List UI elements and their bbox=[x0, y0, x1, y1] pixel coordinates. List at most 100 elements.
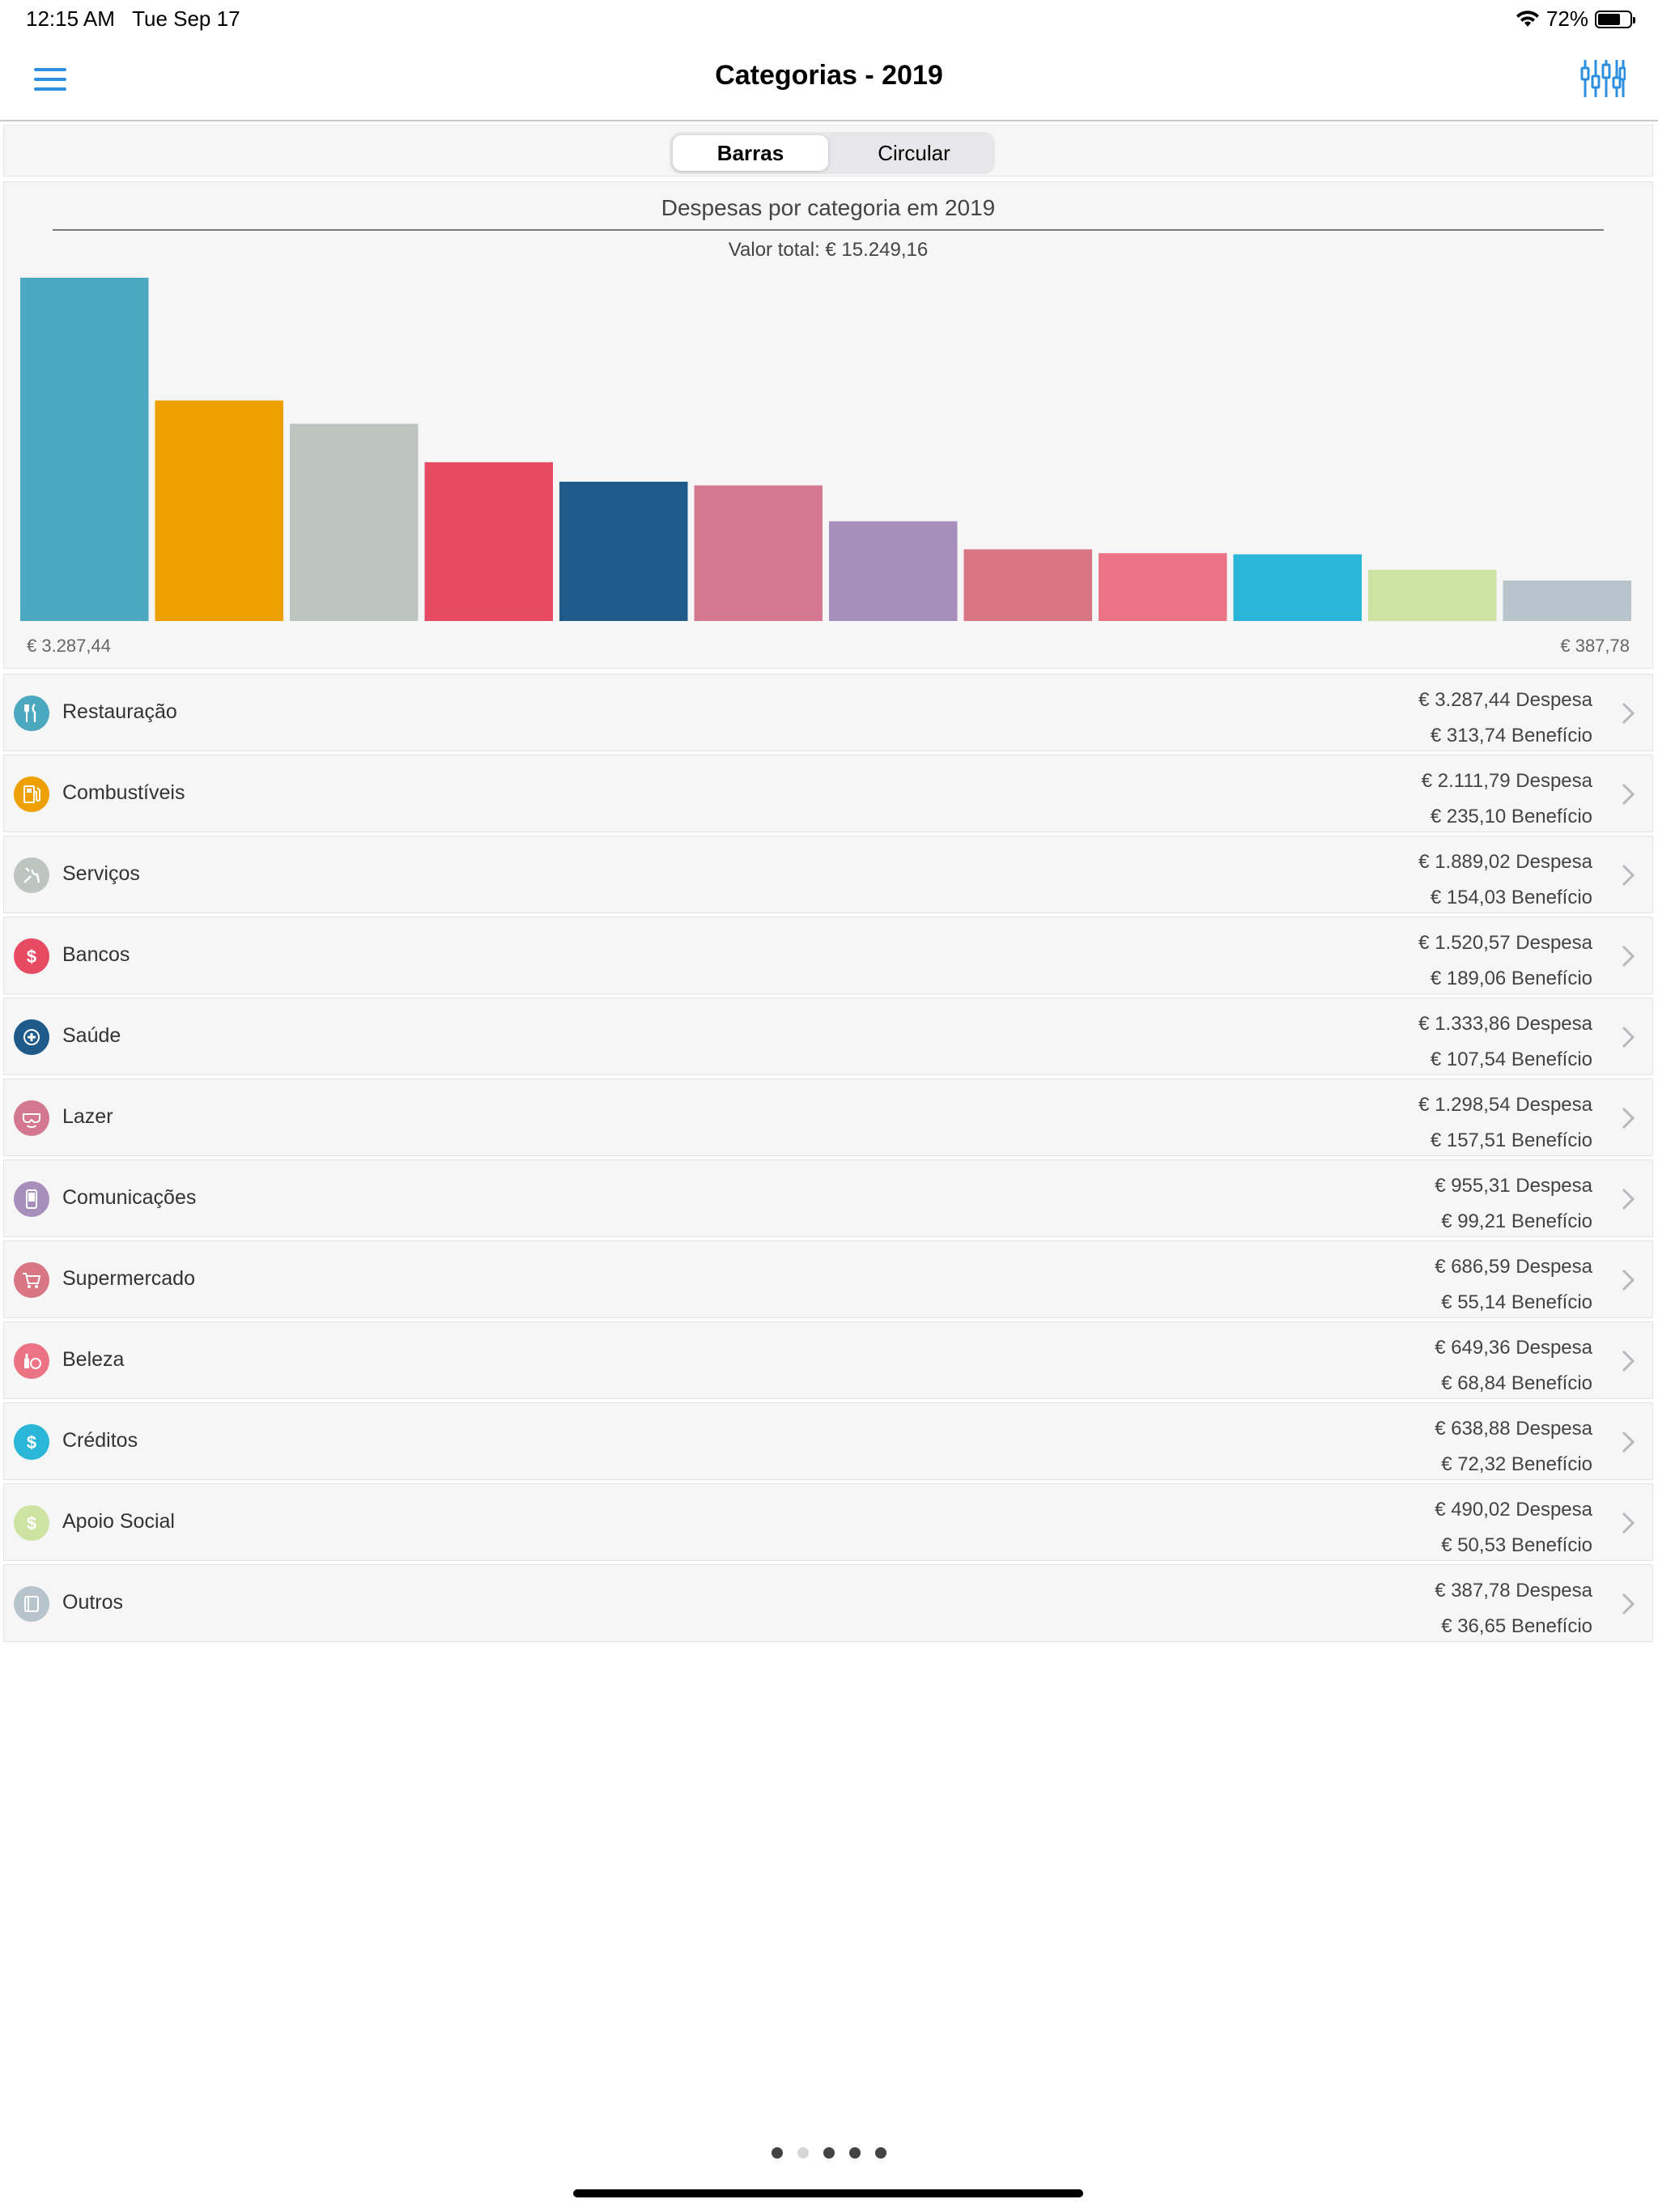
category-expense: € 490,02 Despesa bbox=[1435, 1499, 1592, 1521]
bar-beleza[interactable] bbox=[1099, 553, 1227, 621]
category-expense: € 955,31 Despesa bbox=[1435, 1175, 1592, 1197]
category-row-restauracao[interactable]: Restauração € 3.287,44 Despesa € 313,74 Be… bbox=[3, 674, 1653, 751]
status-right: 72% bbox=[1516, 6, 1635, 32]
category-expense: € 387,78 Despesa bbox=[1435, 1580, 1592, 1602]
chevron-right-icon bbox=[1622, 1188, 1635, 1210]
category-expense: € 1.520,57 Despesa bbox=[1418, 932, 1592, 954]
page-dot[interactable] bbox=[875, 2147, 886, 2159]
category-benefit: € 189,06 Benefício bbox=[1430, 968, 1592, 989]
bar-lazer[interactable] bbox=[694, 485, 823, 621]
chevron-right-icon bbox=[1622, 1350, 1635, 1372]
chart-title: Despesas por categoria em 2019 bbox=[661, 195, 996, 220]
category-expense: € 1.298,54 Despesa bbox=[1418, 1094, 1592, 1116]
filter-sliders-icon[interactable] bbox=[1580, 57, 1626, 100]
home-indicator bbox=[573, 2189, 1083, 2197]
bar-chart bbox=[20, 278, 1632, 621]
category-expense: € 649,36 Despesa bbox=[1435, 1337, 1592, 1359]
bar-outros[interactable] bbox=[1503, 580, 1632, 621]
category-row-supermercado[interactable]: Supermercado € 686,59 Despesa € 55,14 Bene… bbox=[3, 1240, 1653, 1318]
category-benefit: € 235,10 Benefício bbox=[1430, 806, 1592, 827]
phone-icon bbox=[14, 1181, 49, 1217]
bar-bancos[interactable] bbox=[424, 462, 554, 621]
category-benefit: € 55,14 Benefício bbox=[1441, 1291, 1592, 1313]
bar-apoio-social[interactable] bbox=[1368, 569, 1497, 621]
chevron-right-icon bbox=[1622, 702, 1635, 725]
category-values: € 1.520,57 Despesa € 189,06 Benefício bbox=[1418, 925, 1592, 997]
category-list: Restauração € 3.287,44 Despesa € 313,74 Be… bbox=[3, 674, 1653, 1645]
category-values: € 1.333,86 Despesa € 107,54 Benefício bbox=[1418, 1006, 1592, 1078]
category-row-apoio-social[interactable]: $ Apoio Social € 490,02 Despesa € 50,53 Ben… bbox=[3, 1483, 1653, 1561]
category-benefit: € 36,65 Benefício bbox=[1441, 1615, 1592, 1637]
diving-mask-icon bbox=[14, 1100, 49, 1136]
category-benefit: € 72,32 Benefício bbox=[1441, 1453, 1592, 1475]
category-name: Apoio Social bbox=[62, 1510, 175, 1533]
category-row-lazer[interactable]: Lazer € 1.298,54 Despesa € 157,51 Benefíci… bbox=[3, 1078, 1653, 1156]
page-indicator[interactable] bbox=[0, 2147, 1658, 2159]
bar-servicos[interactable] bbox=[290, 423, 419, 621]
bar-supermercado[interactable] bbox=[963, 549, 1093, 621]
category-row-outros[interactable]: Outros € 387,78 Despesa € 36,65 Benefício bbox=[3, 1564, 1653, 1642]
status-bar: 12:15 AM Tue Sep 17 72% bbox=[0, 0, 1658, 39]
category-values: € 1.298,54 Despesa € 157,51 Benefício bbox=[1418, 1087, 1592, 1159]
battery-icon bbox=[1595, 10, 1635, 28]
category-row-creditos[interactable]: $ Créditos € 638,88 Despesa € 72,32 Benefíc… bbox=[3, 1402, 1653, 1480]
svg-text:$: $ bbox=[27, 1513, 36, 1534]
medical-cross-icon bbox=[14, 1019, 49, 1055]
category-benefit: € 107,54 Benefício bbox=[1430, 1049, 1592, 1070]
category-values: € 3.287,44 Despesa € 313,74 Benefício bbox=[1418, 683, 1592, 754]
category-name: Serviços bbox=[62, 862, 140, 885]
category-name: Supermercado bbox=[62, 1267, 195, 1290]
box-icon bbox=[14, 1586, 49, 1622]
page-dot[interactable] bbox=[823, 2147, 835, 2159]
bar-combustiveis[interactable] bbox=[155, 400, 284, 621]
navigation-bar: Categorias - 2019 bbox=[0, 39, 1658, 121]
category-benefit: € 50,53 Benefício bbox=[1441, 1534, 1592, 1556]
segment-circular[interactable]: Circular bbox=[878, 141, 950, 165]
bar-saude[interactable] bbox=[559, 481, 688, 621]
segment-container: Barras Circular bbox=[3, 125, 1653, 177]
chevron-right-icon bbox=[1622, 945, 1635, 968]
fuel-pump-icon bbox=[14, 776, 49, 812]
chart-title-divider bbox=[53, 229, 1604, 231]
category-benefit: € 99,21 Benefício bbox=[1441, 1210, 1592, 1232]
segment-bars[interactable]: Barras bbox=[673, 135, 828, 171]
category-row-combustiveis[interactable]: Combustíveis € 2.111,79 Despesa € 235,10 B… bbox=[3, 755, 1653, 832]
page-dot[interactable] bbox=[797, 2147, 809, 2159]
chart-type-segmented-control[interactable]: Barras Circular bbox=[670, 132, 995, 174]
category-expense: € 686,59 Despesa bbox=[1435, 1256, 1592, 1278]
category-row-comunicacoes[interactable]: Comunicações € 955,31 Despesa € 99,21 Bene… bbox=[3, 1159, 1653, 1237]
hamburger-menu-icon[interactable] bbox=[34, 65, 66, 94]
page-dot[interactable] bbox=[772, 2147, 783, 2159]
category-values: € 686,59 Despesa € 55,14 Benefício bbox=[1435, 1249, 1592, 1321]
category-row-saude[interactable]: Saúde € 1.333,86 Despesa € 107,54 Benefíci… bbox=[3, 998, 1653, 1075]
svg-text:$: $ bbox=[27, 1432, 36, 1453]
category-name: Restauração bbox=[62, 700, 177, 723]
fork-knife-icon bbox=[14, 696, 49, 731]
category-name: Outros bbox=[62, 1591, 124, 1614]
category-benefit: € 68,84 Benefício bbox=[1441, 1372, 1592, 1394]
dollar-icon: $ bbox=[14, 1505, 49, 1541]
category-benefit: € 154,03 Benefício bbox=[1430, 887, 1592, 908]
category-name: Combustíveis bbox=[62, 781, 185, 804]
category-row-beleza[interactable]: Beleza € 649,36 Despesa € 68,84 Benefício bbox=[3, 1321, 1653, 1399]
bar-restauracao[interactable] bbox=[20, 278, 149, 621]
chevron-right-icon bbox=[1622, 1269, 1635, 1291]
chevron-right-icon bbox=[1622, 864, 1635, 887]
category-name: Beleza bbox=[62, 1348, 125, 1371]
battery-percent: 72% bbox=[1545, 6, 1588, 31]
category-expense: € 1.333,86 Despesa bbox=[1418, 1013, 1592, 1035]
wifi-icon bbox=[1516, 10, 1539, 27]
page-dot[interactable] bbox=[849, 2147, 861, 2159]
category-row-bancos[interactable]: $ Bancos € 1.520,57 Despesa € 189,06 Benefí… bbox=[3, 917, 1653, 994]
chevron-right-icon bbox=[1622, 1431, 1635, 1453]
dollar-icon: $ bbox=[14, 938, 49, 974]
dollar-icon: $ bbox=[14, 1424, 49, 1460]
bar-comunicacoes[interactable] bbox=[829, 521, 958, 621]
category-values: € 387,78 Despesa € 36,65 Benefício bbox=[1435, 1573, 1592, 1644]
category-name: Bancos bbox=[62, 943, 130, 966]
chevron-right-icon bbox=[1622, 783, 1635, 806]
category-expense: € 1.889,02 Despesa bbox=[1418, 851, 1592, 873]
category-row-servicos[interactable]: Serviços € 1.889,02 Despesa € 154,03 Benef… bbox=[3, 836, 1653, 913]
category-expense: € 3.287,44 Despesa bbox=[1418, 689, 1592, 711]
bar-creditos[interactable] bbox=[1233, 554, 1363, 621]
